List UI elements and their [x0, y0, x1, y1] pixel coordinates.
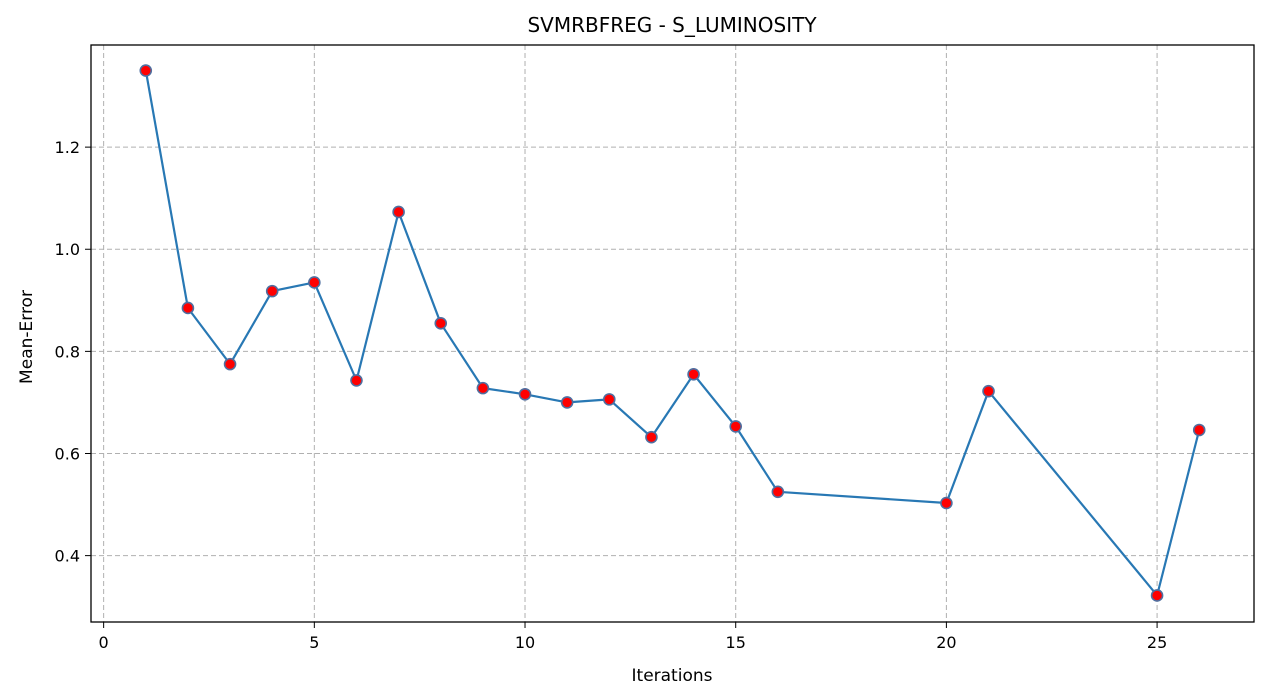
data-points	[139, 64, 1206, 602]
data-point	[560, 396, 574, 409]
data-point	[265, 284, 279, 298]
data-point	[392, 205, 405, 219]
series-line	[144, 70, 1201, 597]
chart-title: SVMRBFREG - S_LUMINOSITY	[527, 13, 817, 37]
data-point	[434, 316, 448, 330]
x-axis-label: Iterations	[632, 666, 713, 686]
data-point	[350, 374, 363, 387]
x-tick-label: 20	[936, 633, 956, 652]
x-tick-label: 0	[99, 633, 109, 652]
x-tick-label: 10	[515, 633, 535, 652]
y-axis-label: Mean-Error	[17, 290, 37, 384]
x-tick-label: 25	[1147, 633, 1167, 652]
x-axis-ticks: 0 5 10 15 20 25	[99, 622, 1167, 652]
data-point	[139, 64, 153, 77]
data-point	[729, 420, 743, 433]
x-tick-label: 15	[726, 633, 746, 652]
data-point	[771, 485, 785, 499]
data-point	[602, 393, 616, 406]
data-point	[687, 368, 700, 381]
y-tick-label: 1.0	[55, 240, 80, 259]
y-axis-ticks: 0.4 0.6 0.8 1.0 1.2	[55, 138, 91, 566]
x-tick-label: 5	[309, 633, 319, 652]
data-point	[518, 387, 532, 401]
data-point	[223, 357, 237, 371]
data-point	[181, 301, 195, 315]
data-point	[308, 276, 321, 289]
data-point	[476, 381, 490, 395]
series-line-group	[144, 70, 1201, 597]
y-tick-label: 1.2	[55, 138, 80, 157]
y-tick-label: 0.4	[55, 547, 80, 566]
data-point	[940, 496, 953, 510]
y-tick-label: 0.6	[55, 444, 80, 463]
y-tick-label: 0.8	[55, 342, 80, 361]
plot-area-frame	[90, 44, 1255, 623]
grid-lines	[91, 45, 1254, 622]
data-point	[645, 430, 658, 444]
data-point	[1150, 589, 1164, 602]
data-point	[1192, 423, 1206, 437]
data-point	[982, 384, 995, 398]
